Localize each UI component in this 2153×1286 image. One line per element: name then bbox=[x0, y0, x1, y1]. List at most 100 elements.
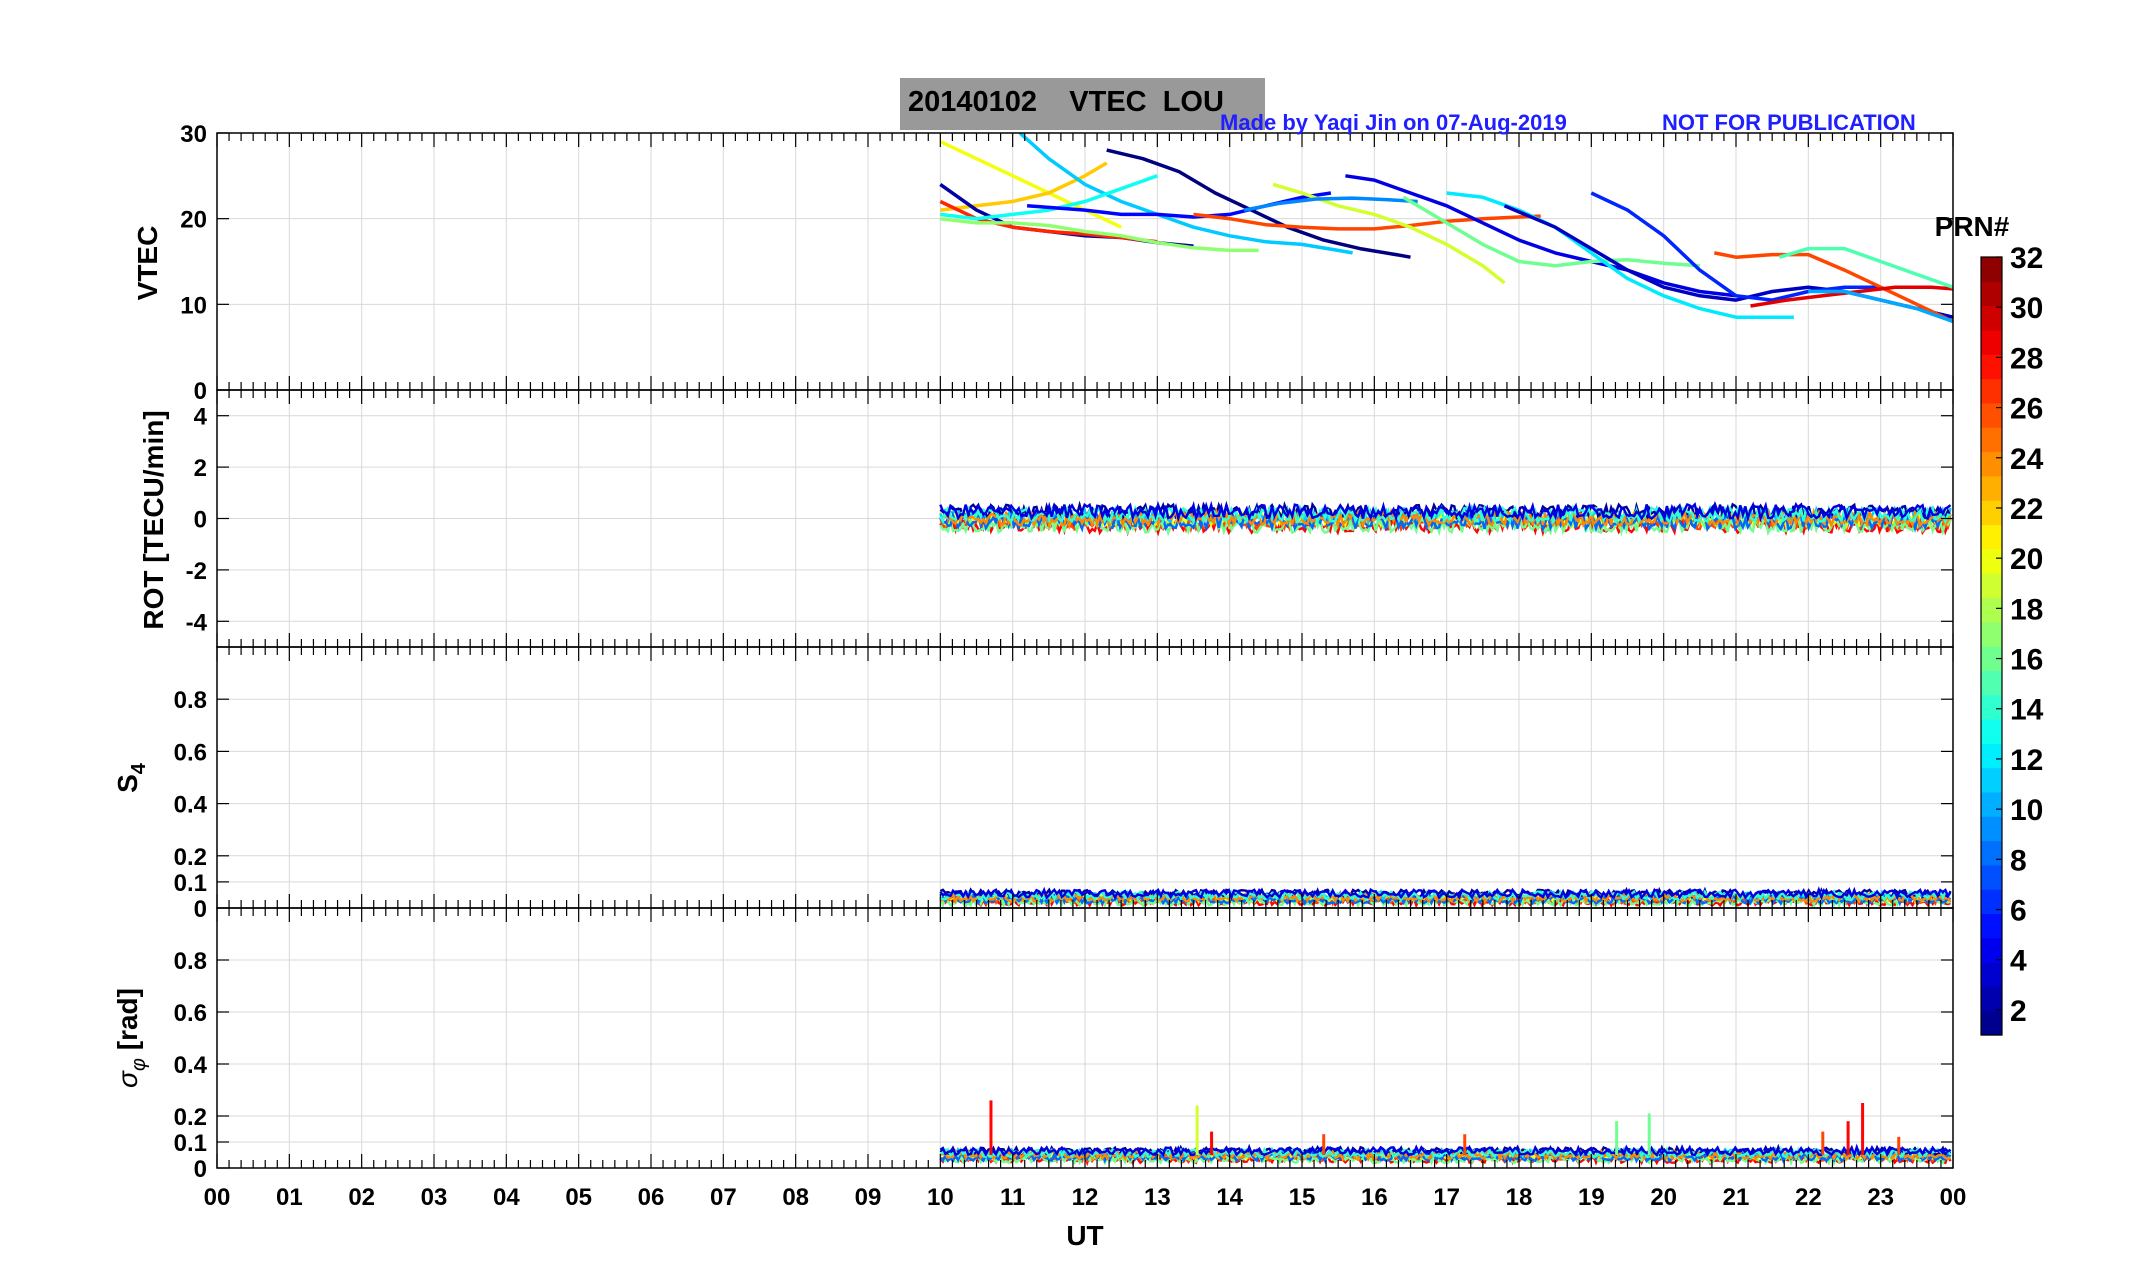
colorbar-segment bbox=[1981, 451, 2002, 477]
vtec-series-line bbox=[1750, 285, 1953, 308]
x-tick-label: 16 bbox=[1361, 1184, 1388, 1211]
vtec-series-group bbox=[939, 133, 1953, 324]
vtec-series-line bbox=[1345, 174, 1737, 298]
colorbar-frame bbox=[1980, 256, 2003, 1036]
colorbar-segment bbox=[1981, 427, 2002, 453]
y-axis-label-s4: S4 bbox=[112, 762, 150, 793]
colorbar-segment bbox=[1981, 524, 2002, 550]
colorbar-segment bbox=[1981, 378, 2002, 404]
colorbar-tick-label: 10 bbox=[2010, 794, 2043, 827]
colorbar-segment bbox=[1981, 718, 2002, 744]
rot-series-line bbox=[939, 504, 1951, 526]
colorbar-tick-label: 2 bbox=[2010, 995, 2027, 1028]
sigmaphi-series-line bbox=[939, 1143, 1952, 1159]
colorbar-segment bbox=[1981, 791, 2002, 817]
x-tick-label: 07 bbox=[710, 1184, 737, 1211]
colorbar-tick-label: 12 bbox=[2010, 744, 2043, 777]
x-tick-label: 17 bbox=[1433, 1184, 1460, 1211]
y-tick-label: 0.8 bbox=[174, 687, 207, 714]
colorbar-tick-label: 32 bbox=[2010, 242, 2043, 275]
colorbar-segment bbox=[1981, 816, 2002, 842]
y-tick-label: 0 bbox=[194, 507, 207, 534]
rot-series-line bbox=[939, 500, 1952, 523]
y-tick-label: 0.2 bbox=[174, 844, 207, 871]
y-tick-label: 0 bbox=[194, 1156, 207, 1183]
x-tick-label: 01 bbox=[276, 1184, 303, 1211]
colorbar-tick-label: 22 bbox=[2010, 493, 2043, 526]
x-tick-label: 00 bbox=[204, 1184, 231, 1211]
x-tick-label: 13 bbox=[1144, 1184, 1171, 1211]
y-tick-label: -2 bbox=[186, 558, 207, 585]
colorbar-segment bbox=[1981, 840, 2002, 866]
y-tick-label: 0.4 bbox=[174, 792, 208, 819]
s4-series-line bbox=[939, 886, 1952, 901]
colorbar-segment bbox=[1981, 548, 2002, 574]
colorbar-segment bbox=[1981, 475, 2002, 501]
y-tick-label: 0.1 bbox=[174, 1130, 207, 1157]
y-tick-label: 0.2 bbox=[174, 1104, 207, 1131]
colorbar-segment bbox=[1981, 889, 2002, 915]
y-tick-label: 20 bbox=[180, 207, 207, 234]
colorbar-segment bbox=[1981, 767, 2002, 793]
y-tick-label: 0.6 bbox=[174, 1000, 207, 1027]
x-tick-label: 22 bbox=[1795, 1184, 1822, 1211]
vtec-series-line bbox=[1778, 246, 1953, 289]
x-tick-label: 23 bbox=[1867, 1184, 1894, 1211]
vtec-series-line bbox=[1106, 148, 1411, 259]
x-tick-label: 15 bbox=[1289, 1184, 1316, 1211]
y-tick-label: 0.8 bbox=[174, 948, 207, 975]
vtec-series-line bbox=[1193, 212, 1541, 231]
colorbar-tick-label: 18 bbox=[2010, 593, 2043, 626]
colorbar-segment bbox=[1981, 573, 2002, 598]
y-tick-label: 0 bbox=[194, 896, 207, 923]
vtec-series-line bbox=[939, 140, 1122, 229]
x-tick-label: 02 bbox=[348, 1184, 375, 1211]
vtec-series-line bbox=[1713, 251, 1953, 324]
y-tick-label: 0.1 bbox=[174, 870, 207, 897]
title-box bbox=[900, 78, 1265, 130]
chart-title: 20140102 VTEC LOU bbox=[908, 86, 1224, 118]
colorbar-segment bbox=[1981, 986, 2002, 1012]
colorbar-segment bbox=[1981, 621, 2002, 647]
colorbar-segment bbox=[1981, 670, 2002, 696]
colorbar-segment bbox=[1981, 937, 2002, 963]
x-tick-label: 20 bbox=[1650, 1184, 1677, 1211]
y-tick-label: 0 bbox=[194, 378, 207, 405]
colorbar-segment bbox=[1981, 329, 2002, 355]
vtec-series-line bbox=[1590, 191, 1881, 302]
x-tick-label: 18 bbox=[1506, 1184, 1533, 1211]
y-tick-label: 2 bbox=[194, 455, 207, 482]
x-tick-label: 10 bbox=[927, 1184, 954, 1211]
colorbar-segment bbox=[1981, 281, 2002, 307]
colorbar-segment bbox=[1981, 913, 2002, 939]
colorbar-tick-label: 28 bbox=[2010, 342, 2043, 375]
x-tick-label: 04 bbox=[493, 1184, 520, 1211]
labels-layer: 0102030-4-202400.10.20.40.60.800.10.20.4… bbox=[112, 121, 1966, 1211]
colorbar-tick-label: 4 bbox=[2010, 945, 2027, 978]
x-tick-label: 21 bbox=[1723, 1184, 1750, 1211]
x-tick-label: 00 bbox=[1940, 1184, 1967, 1211]
vtec-series-line bbox=[1808, 289, 1953, 324]
colorbar-segment bbox=[1981, 962, 2002, 987]
colorbar-segment bbox=[1981, 354, 2002, 380]
x-tick-label: 08 bbox=[782, 1184, 809, 1211]
colorbar-segment bbox=[1981, 597, 2002, 623]
colorbar-tick-label: 26 bbox=[2010, 393, 2043, 426]
x-tick-label: 19 bbox=[1578, 1184, 1605, 1211]
x-tick-label: 12 bbox=[1072, 1184, 1099, 1211]
x-tick-label: 05 bbox=[565, 1184, 592, 1211]
credit-author: Made by Yaqi Jin on 07-Aug-2019 bbox=[1220, 110, 1567, 135]
colorbar-tick-label: 8 bbox=[2010, 844, 2027, 877]
colorbar-segment bbox=[1981, 500, 2002, 526]
y-tick-label: 4 bbox=[194, 404, 208, 431]
x-tick-label: 14 bbox=[1216, 1184, 1243, 1211]
colorbar-segment bbox=[1981, 305, 2002, 331]
data-layer bbox=[939, 133, 1953, 1167]
vtec-series-line bbox=[940, 216, 1259, 253]
vtec-series-line bbox=[1018, 133, 1353, 255]
colorbar-segment bbox=[1981, 646, 2002, 671]
x-tick-label: 11 bbox=[1000, 1184, 1025, 1211]
y-tick-label: -4 bbox=[186, 609, 208, 636]
colorbar-segment bbox=[1981, 743, 2002, 769]
